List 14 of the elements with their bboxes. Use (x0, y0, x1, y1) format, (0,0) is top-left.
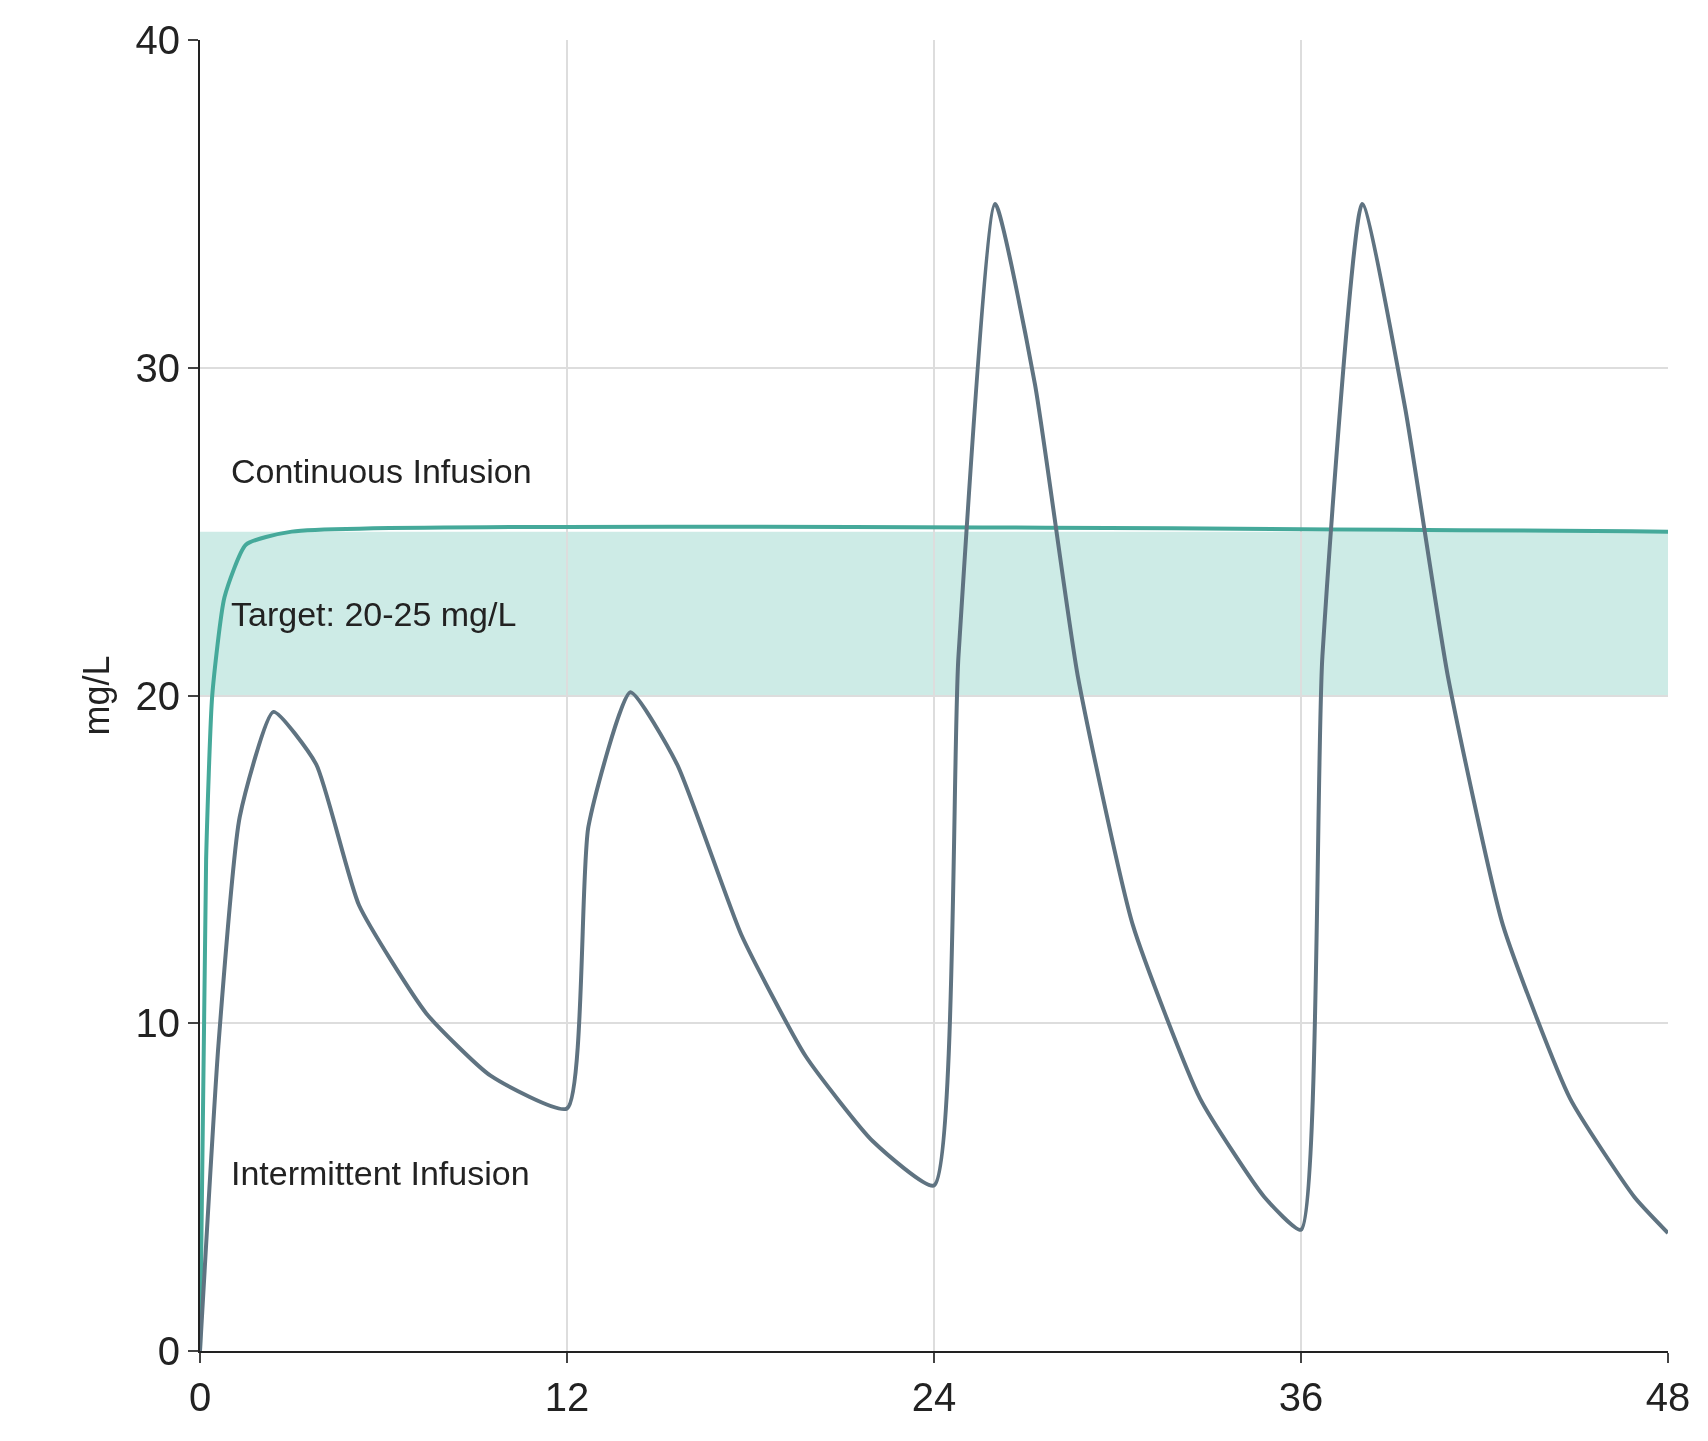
band-label: Target: 20-25 mg/L (231, 595, 517, 633)
x-tick-label: 0 (188, 1375, 212, 1419)
x-tick-label: 24 (911, 1375, 957, 1419)
y-tick-label: 40 (135, 18, 180, 62)
x-tick-label: 36 (1278, 1375, 1324, 1419)
y-tick-label: 20 (135, 673, 180, 718)
y-tick-label: 30 (135, 345, 180, 390)
series-label: Continuous Infusion (231, 452, 532, 490)
y-tick-label: 10 (135, 1001, 180, 1046)
y-axis-title: mg/L (75, 655, 117, 736)
series-label: Intermittent Infusion (231, 1154, 530, 1192)
x-tick-label: 48 (1645, 1375, 1691, 1419)
x-tick-label: 12 (544, 1375, 590, 1419)
y-tick-label: 0 (157, 1329, 180, 1373)
